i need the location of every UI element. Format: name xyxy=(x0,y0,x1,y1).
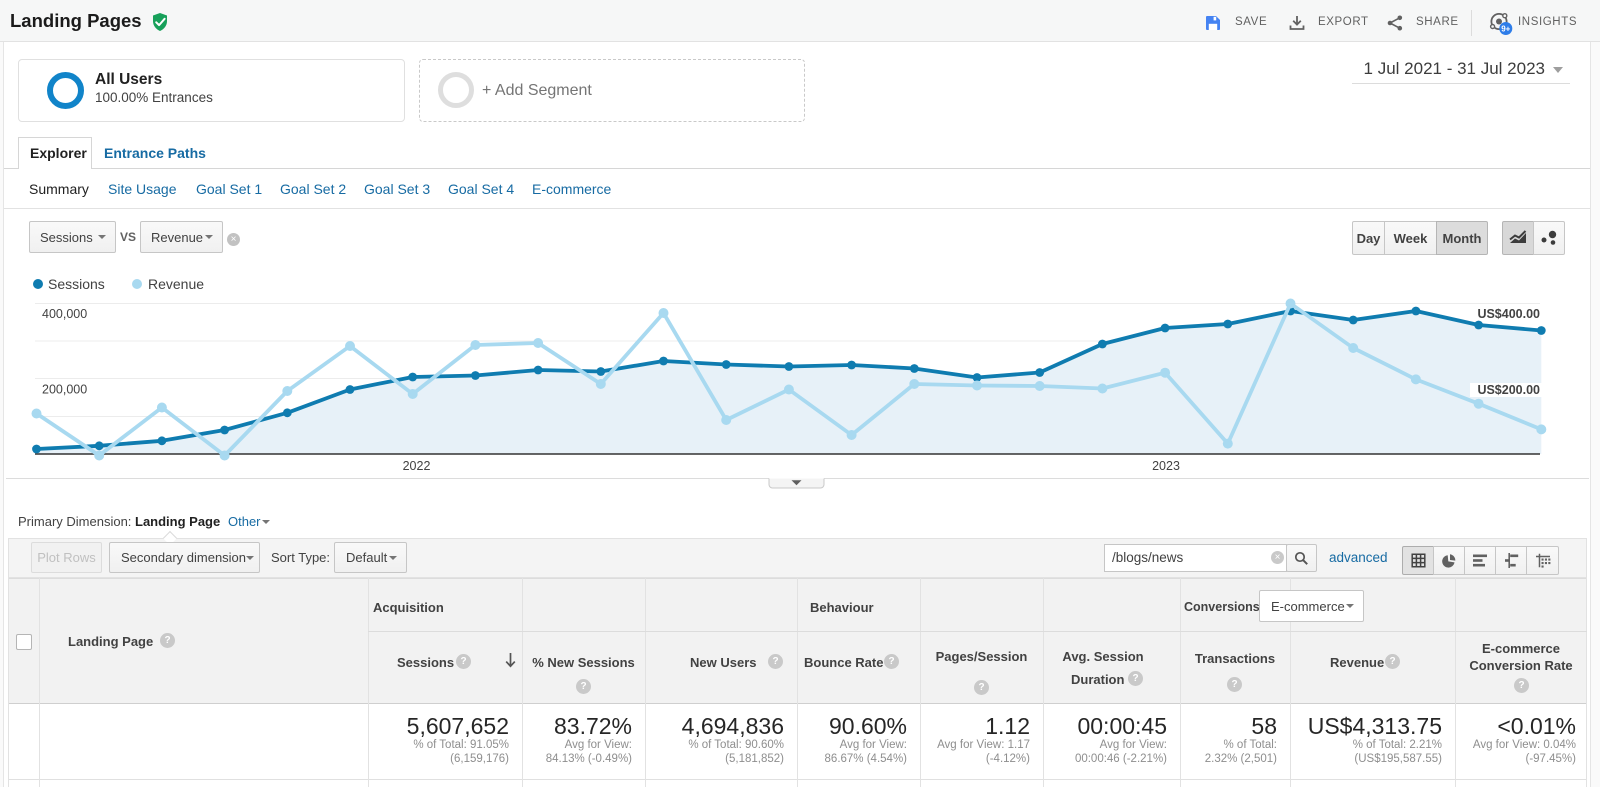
svg-text:2022: 2022 xyxy=(403,459,431,473)
svg-text:US$200.00: US$200.00 xyxy=(1477,383,1540,397)
svg-text:2023: 2023 xyxy=(1152,459,1180,473)
svg-text:200,000: 200,000 xyxy=(42,383,87,397)
svg-text:400,000: 400,000 xyxy=(42,307,87,321)
svg-text:US$400.00: US$400.00 xyxy=(1477,307,1540,321)
svg-text:9+: 9+ xyxy=(1501,24,1510,33)
